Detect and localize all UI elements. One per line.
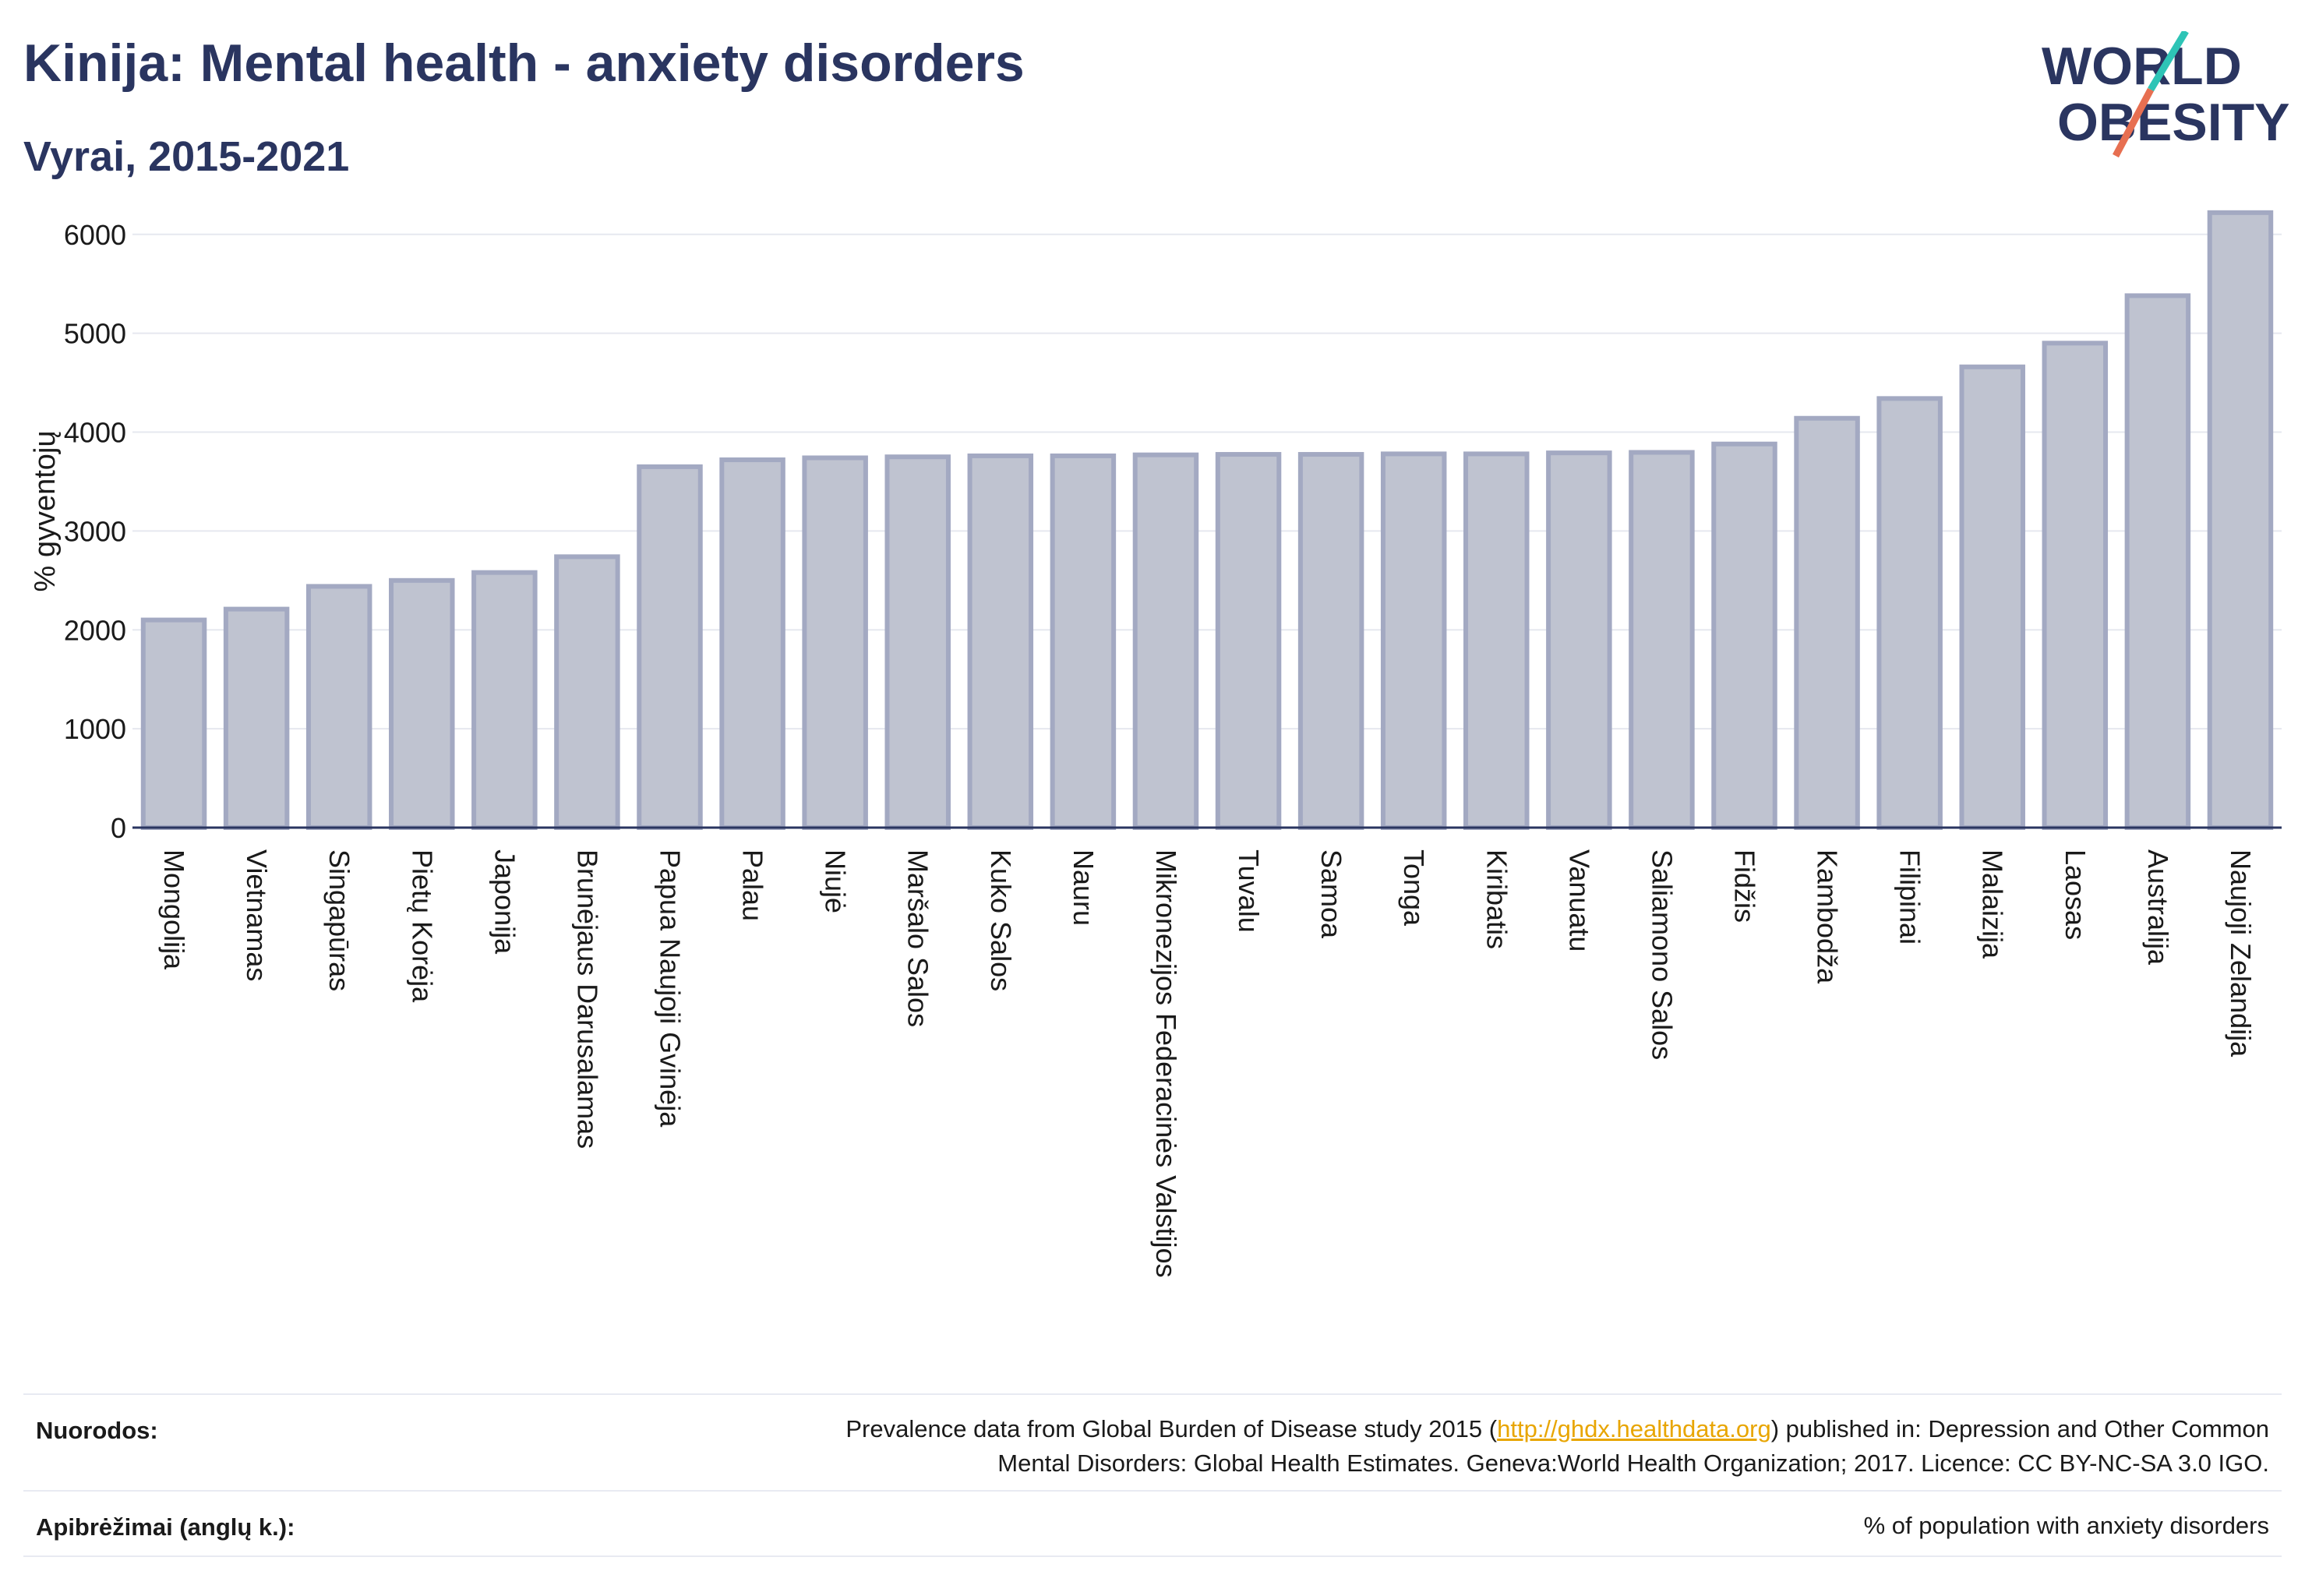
bar-chart: 0 1000 2000 3000 4000 5000 6000 Mongolija Vietn…: [29, 210, 2282, 1278]
bar: [802, 455, 868, 830]
definitions-text: % of population with anxiety disorders: [1863, 1512, 2269, 1539]
bar: [223, 606, 290, 830]
references-text: Prevalence data from Global Burden of Di…: [845, 1412, 2269, 1481]
bar: [2207, 210, 2274, 830]
x-tick-label: Japonija: [489, 849, 521, 955]
bar: [719, 457, 785, 831]
x-tick-label: Saliamono Salos: [1646, 849, 1678, 1060]
footer-divider-bottom: [23, 1555, 2282, 1557]
x-tick-label: Pietų Korėja: [406, 849, 438, 1003]
x-tick-label: Naujoji Zelandija: [2225, 849, 2257, 1058]
bar: [1297, 452, 1364, 830]
x-tick-label: Malaizija: [1977, 849, 2009, 959]
x-tick-label: Mikronezijos Federacinės Valstijos: [1150, 849, 1182, 1278]
grid-lines: [132, 233, 2282, 730]
x-tick-label: Vietnamas: [241, 849, 273, 981]
references-text-1a: Prevalence data from Global Burden of Di…: [845, 1415, 1498, 1442]
bar: [2124, 293, 2191, 831]
x-tick-label: Kiribatis: [1481, 849, 1513, 949]
x-tick-label: Niujė: [820, 849, 852, 913]
bar: [1463, 451, 1530, 830]
x-tick-label: Tonga: [1398, 849, 1430, 927]
references-text-2: Mental Disorders: Global Health Estimate…: [997, 1449, 2269, 1477]
y-tick-label: 3000: [64, 515, 126, 547]
references-label: Nuorodos:: [36, 1417, 158, 1444]
x-tick-label: Australija: [2142, 849, 2174, 966]
bar: [2042, 341, 2109, 830]
y-tick-label: 6000: [64, 219, 126, 251]
x-tick-label: Kambodža: [1812, 849, 1844, 984]
y-tick-label: 0: [111, 812, 126, 844]
references-text-1b: ) published in: Depression and Other Com…: [1770, 1415, 2269, 1442]
y-tick-labels: 0 1000 2000 3000 4000 5000 6000: [64, 219, 126, 844]
bar: [140, 617, 207, 830]
y-axis-label: % gyventojų: [29, 430, 62, 591]
bar: [305, 584, 372, 830]
chart-title: Kinija: Mental health - anxiety disorder…: [23, 34, 1025, 93]
definitions-label: Apibrėžimai (anglų k.):: [36, 1513, 295, 1541]
bar: [389, 577, 455, 830]
x-tick-label: Laosas: [2060, 849, 2091, 940]
bar: [1794, 415, 1860, 830]
x-tick-label: Samoa: [1315, 849, 1347, 939]
y-tick-label: 1000: [64, 713, 126, 745]
x-tick-label: Filipinai: [1894, 849, 1926, 945]
bar: [1132, 452, 1199, 831]
bar: [1380, 451, 1447, 830]
y-tick-label: 4000: [64, 417, 126, 449]
bar: [471, 570, 538, 830]
x-tick-labels: Mongolija Vietnamas Singapūras Pietų Korėja…: [158, 849, 2257, 1278]
footer-divider-mid: [23, 1490, 2282, 1492]
logo-line2: OBESITY: [2057, 93, 2290, 152]
x-tick-label: Nauru: [1068, 849, 1100, 926]
x-tick-label: Vanuatu: [1563, 849, 1595, 952]
x-tick-label: Palau: [737, 849, 769, 921]
y-tick-label: 5000: [64, 318, 126, 350]
x-tick-label: Brunėjaus Darusalamas: [571, 849, 603, 1149]
bar: [1215, 452, 1282, 830]
footer-divider-top: [23, 1393, 2282, 1395]
chart-subtitle: Vyrai, 2015-2021: [23, 133, 350, 180]
bar: [884, 454, 951, 830]
x-tick-label: Maršalo Salos: [902, 849, 934, 1027]
bar: [1546, 450, 1612, 830]
x-tick-label: Singapūras: [323, 849, 355, 991]
bar: [1050, 453, 1117, 830]
bar: [1876, 396, 1943, 830]
world-obesity-logo: WORLD OBESITY: [2042, 31, 2290, 158]
references-link[interactable]: http://ghdx.healthdata.org: [1497, 1415, 1771, 1442]
x-tick-label: Papua Naujoji Gvinėja: [655, 849, 687, 1128]
logo-line1: WORLD: [2042, 37, 2242, 96]
bar: [554, 554, 620, 830]
bar: [967, 453, 1034, 830]
bar: [1959, 364, 2025, 830]
logo-slash-coral: [2113, 87, 2154, 158]
x-tick-label: Tuvalu: [1233, 849, 1265, 933]
logo-slash-teal: [2148, 31, 2189, 92]
x-tick-label: Kuko Salos: [985, 849, 1017, 991]
bars: [140, 210, 2274, 831]
x-tick-label: Mongolija: [158, 849, 190, 970]
bar: [1711, 441, 1777, 830]
x-tick-label: Fidžis: [1729, 849, 1761, 923]
bar: [637, 464, 703, 830]
y-tick-label: 2000: [64, 614, 126, 646]
bar: [1629, 450, 1695, 831]
